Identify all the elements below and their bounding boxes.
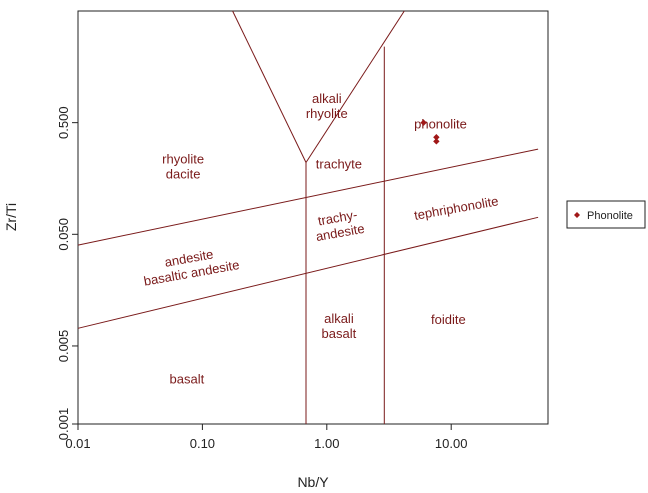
x-axis-title: Nb/Y	[297, 474, 329, 490]
field-label: trachyte	[316, 157, 362, 172]
boundary-v-right-arm	[305, 10, 405, 163]
data-points	[420, 119, 440, 145]
boundary-v-left-arm	[232, 10, 307, 163]
field-label: rhyolite dacite	[162, 152, 204, 182]
y-tick-label: 0.005	[56, 330, 71, 363]
data-point	[433, 134, 440, 141]
y-tick-label: 0.050	[56, 218, 71, 251]
field-boundaries	[77, 10, 539, 424]
legend-label: Phonolite	[587, 210, 633, 222]
x-tick-label: 0.01	[65, 436, 90, 451]
boundary-lower-diagonal	[77, 216, 539, 329]
legend-items: Phonolite	[574, 210, 633, 222]
plot-frame	[77, 10, 549, 425]
y-axis-title: Zr/Ti	[3, 203, 19, 231]
field-label: foidite	[431, 312, 466, 327]
field-labels: alkali rhyolite phonolite rhyolite dacite tra…	[143, 91, 500, 387]
legend: Phonolite	[566, 200, 646, 229]
data-point	[433, 138, 440, 145]
data-point	[420, 119, 427, 126]
x-axis: 0.01 0.10 1.00 10.00	[65, 424, 467, 451]
x-tick-label: 10.00	[435, 436, 468, 451]
field-label: basalt	[170, 372, 205, 387]
boundary-upper-diagonal	[77, 148, 539, 246]
x-tick-label: 1.00	[314, 436, 339, 451]
field-label: alkali basalt	[322, 311, 357, 341]
field-label: phonolite	[414, 117, 467, 132]
field-label: alkali rhyolite	[306, 91, 348, 121]
y-tick-label: 0.001	[56, 408, 71, 441]
x-tick-label: 0.10	[190, 436, 215, 451]
legend-marker	[574, 212, 580, 218]
y-tick-label: 0.500	[56, 106, 71, 139]
y-axis: 0.001 0.005 0.050 0.500	[56, 106, 78, 440]
legend-box	[566, 200, 646, 229]
